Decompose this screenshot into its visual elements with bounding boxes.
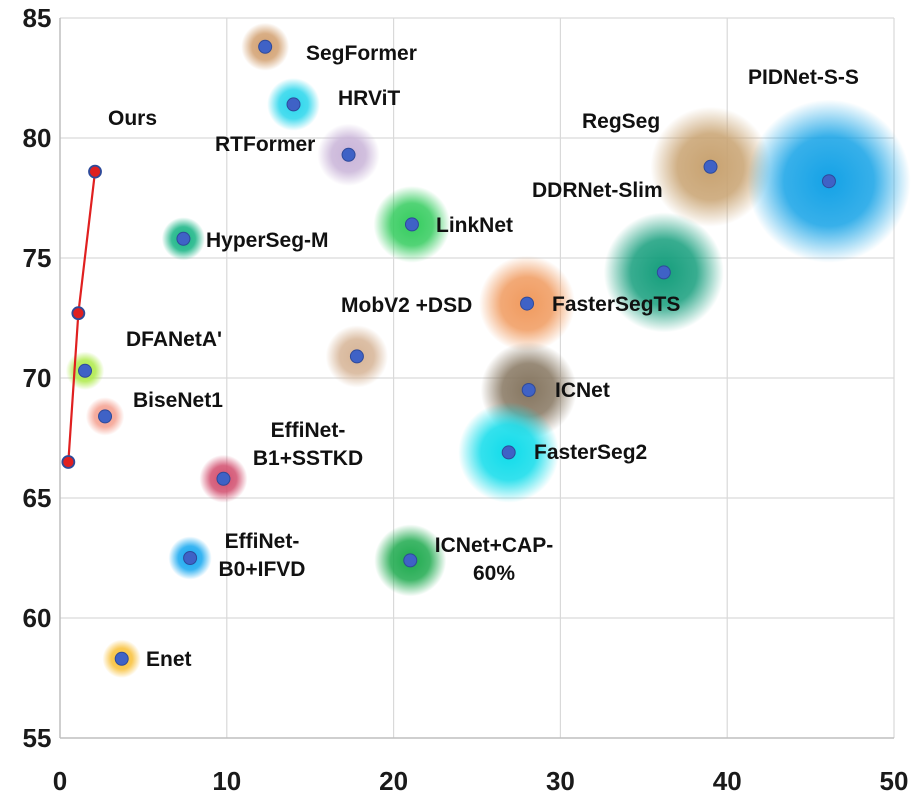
y-tick-label: 70 bbox=[23, 363, 52, 393]
label-icnetcap: ICNet+CAP- 60% bbox=[435, 534, 553, 585]
data-point bbox=[703, 159, 718, 174]
label-line: Ours bbox=[108, 107, 157, 130]
label-line: SegFormer bbox=[306, 42, 417, 65]
label-pidnet: PIDNet-S-S bbox=[748, 66, 859, 89]
ours-point bbox=[88, 164, 102, 179]
data-point bbox=[501, 445, 516, 460]
label-line: HyperSeg-M bbox=[206, 229, 329, 252]
label-line: B0+IFVD bbox=[219, 558, 306, 581]
axes bbox=[59, 18, 894, 739]
data-point bbox=[286, 97, 301, 112]
ours-point bbox=[61, 455, 76, 469]
x-tick-label: 10 bbox=[212, 766, 241, 796]
data-point bbox=[520, 296, 535, 311]
label-linknet: LinkNet bbox=[436, 214, 513, 237]
label-icnet: ICNet bbox=[555, 379, 610, 402]
label-fasterseg2: FasterSeg2 bbox=[534, 441, 647, 464]
data-point bbox=[98, 409, 113, 424]
label-enet: Enet bbox=[146, 648, 192, 671]
label-line: EffiNet- bbox=[225, 530, 300, 553]
data-point bbox=[114, 651, 129, 666]
y-tick-label: 55 bbox=[23, 723, 52, 753]
x-tick-label: 40 bbox=[713, 766, 742, 796]
data-point bbox=[821, 174, 836, 189]
label-rtformer: RTFormer bbox=[215, 133, 315, 156]
label-line: 60% bbox=[473, 562, 515, 585]
label-hrvit: HRViT bbox=[338, 87, 400, 110]
label-hyperseg: HyperSeg-M bbox=[206, 229, 329, 252]
label-line: FasterSegTS bbox=[552, 293, 680, 316]
label-line: DFANetA' bbox=[126, 328, 222, 351]
data-point bbox=[349, 349, 364, 364]
data-point bbox=[656, 265, 671, 280]
label-line: RTFormer bbox=[215, 133, 315, 156]
tick-labels: 0 10 20 30 40 50 55 60 65 70 75 80 85 bbox=[23, 3, 909, 796]
x-tick-label: 30 bbox=[546, 766, 575, 796]
ours-point bbox=[71, 306, 86, 321]
x-tick-label: 20 bbox=[379, 766, 408, 796]
label-line: ICNet bbox=[555, 379, 610, 402]
label-mobv2: MobV2 +DSD bbox=[341, 294, 472, 317]
label-regseg: RegSeg bbox=[582, 110, 660, 133]
y-tick-label: 80 bbox=[23, 123, 52, 153]
label-line: BiseNet1 bbox=[133, 389, 223, 412]
label-line: DDRNet-Slim bbox=[532, 179, 663, 202]
label-line: PIDNet-S-S bbox=[748, 66, 859, 89]
label-dfanet: DFANetA' bbox=[126, 328, 222, 351]
data-point bbox=[216, 471, 231, 486]
label-ddrnet: DDRNet-Slim bbox=[532, 179, 663, 202]
label-line: EffiNet- bbox=[271, 419, 346, 442]
y-tick-label: 75 bbox=[23, 243, 52, 273]
points bbox=[61, 39, 836, 666]
y-tick-label: 65 bbox=[23, 483, 52, 513]
bubbles bbox=[65, 22, 911, 678]
data-point bbox=[341, 147, 356, 162]
label-line: ICNet+CAP- bbox=[435, 534, 553, 557]
data-point bbox=[404, 217, 419, 232]
label-line: RegSeg bbox=[582, 110, 660, 133]
label-ours: Ours bbox=[108, 107, 157, 130]
label-line: B1+SSTKD bbox=[253, 447, 363, 470]
data-point bbox=[78, 363, 93, 378]
point-labels: Ours SegFormer HRViT RTFormer RegSeg PIDNet-S… bbox=[108, 42, 859, 671]
x-tick-label: 50 bbox=[880, 766, 909, 796]
label-line: MobV2 +DSD bbox=[341, 294, 472, 317]
data-point bbox=[176, 231, 191, 246]
label-line: LinkNet bbox=[436, 214, 513, 237]
y-tick-label: 85 bbox=[23, 3, 52, 33]
label-line: FasterSeg2 bbox=[534, 441, 647, 464]
label-line: HRViT bbox=[338, 87, 400, 110]
label-line: Enet bbox=[146, 648, 192, 671]
data-point bbox=[403, 553, 418, 568]
label-segformer: SegFormer bbox=[306, 42, 417, 65]
y-tick-label: 60 bbox=[23, 603, 52, 633]
label-bisenet: BiseNet1 bbox=[133, 389, 223, 412]
label-effib1: EffiNet- B1+SSTKD bbox=[253, 419, 363, 470]
data-point bbox=[258, 39, 273, 54]
data-point bbox=[521, 383, 536, 397]
x-tick-label: 0 bbox=[53, 766, 67, 796]
label-fastersegts: FasterSegTS bbox=[552, 293, 680, 316]
data-point bbox=[183, 551, 198, 565]
label-effib0: EffiNet- B0+IFVD bbox=[219, 530, 306, 581]
